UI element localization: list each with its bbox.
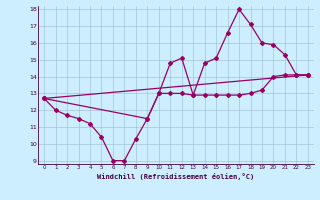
X-axis label: Windchill (Refroidissement éolien,°C): Windchill (Refroidissement éolien,°C) [97, 173, 255, 180]
